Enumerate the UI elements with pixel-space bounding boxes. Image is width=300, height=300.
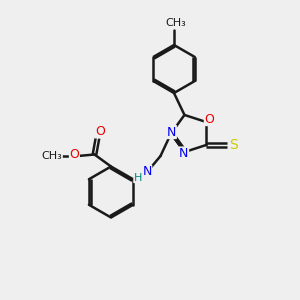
Text: O: O bbox=[70, 148, 79, 161]
Text: N: N bbox=[179, 147, 189, 160]
Text: H: H bbox=[134, 172, 142, 183]
Text: N: N bbox=[142, 165, 152, 178]
Text: O: O bbox=[204, 112, 214, 125]
Text: N: N bbox=[167, 125, 176, 139]
Text: O: O bbox=[95, 125, 105, 138]
Text: CH₃: CH₃ bbox=[165, 18, 186, 28]
Text: CH₃: CH₃ bbox=[41, 151, 62, 161]
Text: S: S bbox=[230, 138, 238, 152]
